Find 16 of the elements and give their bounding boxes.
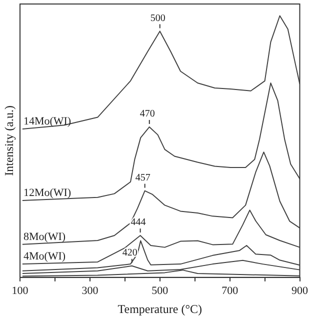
x-tick-label: 500 xyxy=(152,284,169,297)
annotation: 420 xyxy=(122,248,138,259)
annotation: 444 xyxy=(130,217,146,228)
x-tick-label: 700 xyxy=(222,284,239,297)
annotation: 500 xyxy=(150,12,166,24)
x-tick-label: 300 xyxy=(82,284,99,297)
annotation: 457 xyxy=(135,172,150,184)
series-label: 12Mo(WI) xyxy=(23,186,72,199)
series-label: 4Mo(WI) xyxy=(23,250,66,262)
series-label: 14Mo(WI) xyxy=(23,115,72,128)
x-tick-label: 900 xyxy=(292,284,308,297)
annotation: 470 xyxy=(140,108,155,120)
y-axis-title: Intensity (a.u.) xyxy=(2,106,16,176)
series-label: 8Mo(WI) xyxy=(23,230,66,243)
x-tick-label: 100 xyxy=(12,284,29,297)
x-axis-title: Temperature (°C) xyxy=(118,302,202,316)
